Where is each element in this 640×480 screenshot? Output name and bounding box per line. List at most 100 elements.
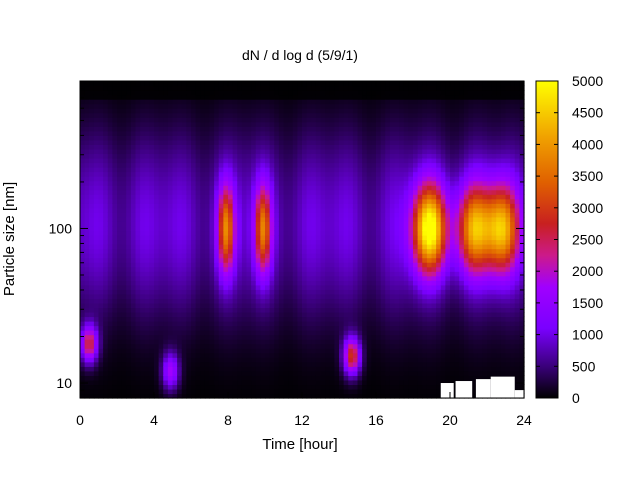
heatmap-cell xyxy=(320,189,326,195)
heatmap-cell xyxy=(163,117,169,123)
heatmap-cell xyxy=(103,253,109,259)
heatmap-cell xyxy=(135,148,141,155)
heatmap-cell xyxy=(283,239,289,245)
heatmap-cell xyxy=(403,266,409,272)
heatmap-cell xyxy=(181,280,187,286)
heatmap-cell xyxy=(265,157,271,164)
heatmap-cell xyxy=(103,121,109,127)
heatmap-cell xyxy=(144,221,150,227)
heatmap-cell xyxy=(385,316,391,322)
heatmap-cell xyxy=(209,325,215,331)
heatmap-cell xyxy=(311,248,317,254)
heatmap-cell xyxy=(149,153,155,159)
heatmap-cell xyxy=(214,230,220,236)
heatmap-cell xyxy=(255,198,261,204)
heatmap-cell xyxy=(385,94,391,100)
heatmap-cell xyxy=(135,121,141,127)
heatmap-cell xyxy=(140,293,146,299)
heatmap-cell xyxy=(306,384,312,390)
heatmap-cell xyxy=(135,194,141,200)
heatmap-cell xyxy=(144,185,150,191)
heatmap-cell xyxy=(121,239,127,245)
heatmap-cell xyxy=(362,352,368,358)
heatmap-cell xyxy=(278,180,285,186)
heatmap-cell xyxy=(167,343,174,349)
heatmap-cell xyxy=(385,311,391,318)
heatmap-cell xyxy=(126,130,132,136)
heatmap-cell xyxy=(218,103,224,109)
heatmap-cell xyxy=(329,230,335,236)
heatmap-cell xyxy=(269,293,275,299)
heatmap-cell xyxy=(399,257,405,263)
heatmap-cell xyxy=(112,212,118,218)
heatmap-cell xyxy=(200,284,206,290)
heatmap-cell xyxy=(112,307,118,313)
heatmap-cell xyxy=(89,85,95,91)
heatmap-cell xyxy=(371,244,377,250)
heatmap-cell xyxy=(223,230,229,236)
heatmap-cell xyxy=(214,348,220,354)
heatmap-cell xyxy=(200,99,206,105)
heatmap-cell xyxy=(348,275,354,281)
heatmap-cell xyxy=(251,271,257,277)
heatmap-cell xyxy=(320,162,326,168)
heatmap-cell xyxy=(177,262,183,268)
heatmap-cell xyxy=(117,176,123,182)
heatmap-cell xyxy=(112,366,118,372)
heatmap-cell xyxy=(292,293,298,299)
heatmap-cell xyxy=(121,325,127,331)
heatmap-cell xyxy=(177,180,183,186)
heatmap-cell xyxy=(362,130,368,136)
heatmap-cell xyxy=(154,352,160,358)
heatmap-cell xyxy=(278,257,285,263)
heatmap-cell xyxy=(260,121,266,127)
heatmap-cell xyxy=(223,330,229,336)
heatmap-cell xyxy=(117,302,123,309)
heatmap-cell xyxy=(403,148,409,155)
heatmap-cell xyxy=(172,352,178,358)
heatmap-cell xyxy=(154,289,160,295)
heatmap-cell xyxy=(297,135,303,141)
heatmap-cell xyxy=(251,99,257,105)
heatmap-cell xyxy=(348,189,354,195)
heatmap-cell xyxy=(320,257,326,263)
heatmap-cell xyxy=(241,330,248,336)
heatmap-cell xyxy=(302,194,308,200)
heatmap-cell xyxy=(89,108,95,114)
heatmap-cell xyxy=(352,366,359,372)
heatmap-cell xyxy=(394,126,400,132)
heatmap-cell xyxy=(265,153,271,159)
heatmap-cell xyxy=(255,321,261,327)
heatmap-cell xyxy=(269,289,275,295)
heatmap-cell xyxy=(357,171,363,177)
heatmap-cell xyxy=(399,167,405,173)
heatmap-cell xyxy=(223,126,229,132)
heatmap-cell xyxy=(149,253,155,259)
heatmap-cell xyxy=(288,388,294,395)
heatmap-cell xyxy=(163,189,169,195)
heatmap-cell xyxy=(237,81,243,87)
heatmap-cell xyxy=(117,90,123,96)
heatmap-cell xyxy=(246,171,252,177)
heatmap-cell xyxy=(80,230,86,236)
heatmap-cell xyxy=(352,117,359,123)
heatmap-cell xyxy=(246,139,252,145)
heatmap-cell xyxy=(98,302,104,309)
heatmap-cell xyxy=(154,121,160,127)
heatmap-cell xyxy=(126,384,132,390)
heatmap-cell xyxy=(288,90,294,96)
heatmap-cell xyxy=(311,253,317,259)
heatmap-cell xyxy=(214,379,220,386)
heatmap-cell xyxy=(269,103,275,109)
heatmap-cell xyxy=(228,180,234,186)
heatmap-cell xyxy=(223,370,229,376)
heatmap-cell xyxy=(283,248,289,254)
heatmap-cell xyxy=(186,239,192,245)
heatmap-cell xyxy=(80,234,86,241)
heatmap-cell xyxy=(121,289,127,295)
heatmap-cell xyxy=(218,262,224,268)
heatmap-cell xyxy=(315,289,322,295)
heatmap-cell xyxy=(334,221,340,227)
heatmap-cell xyxy=(223,284,229,290)
heatmap-cell xyxy=(251,90,257,96)
